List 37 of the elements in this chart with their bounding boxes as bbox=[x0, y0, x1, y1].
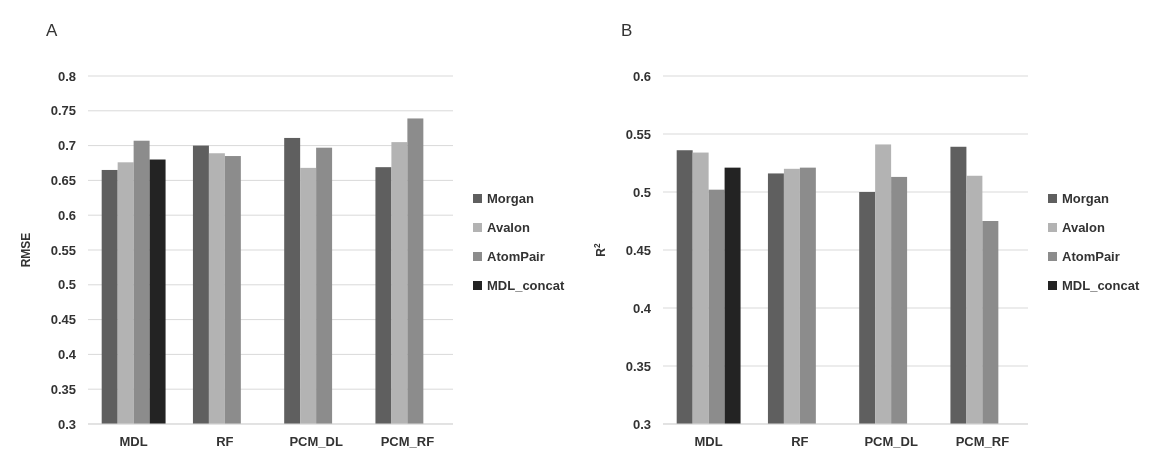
y-tick-label: 0.4 bbox=[57, 346, 77, 362]
y-tick-label: 0.65 bbox=[50, 172, 76, 188]
legend-label: Avalon bbox=[1062, 220, 1105, 235]
y-tick-label: 0.5 bbox=[57, 277, 76, 293]
y-tick-label: 0.35 bbox=[50, 381, 76, 397]
x-tick-label: MDL bbox=[119, 434, 148, 449]
y-tick-label: 0.6 bbox=[57, 207, 76, 223]
x-tick-label: PCM_DL bbox=[289, 434, 343, 449]
y-tick-label: 0.55 bbox=[625, 126, 651, 142]
y-tick-label: 0.3 bbox=[57, 416, 76, 432]
y-tick-label: 0.75 bbox=[50, 103, 76, 119]
chart-title: B bbox=[621, 21, 633, 40]
y-tick-label: 0.55 bbox=[50, 242, 76, 258]
x-tick-label: PCM_DL bbox=[864, 434, 918, 449]
y-tick-label: 0.4 bbox=[632, 300, 652, 316]
x-tick-label: MDL bbox=[694, 434, 723, 449]
x-tick-label: PCM_RF bbox=[380, 434, 435, 449]
legend-label: MDL_concat bbox=[487, 278, 565, 293]
x-tick-label: PCM_RF bbox=[955, 434, 1010, 449]
y-tick-label: 0.5 bbox=[632, 184, 651, 200]
y-axis-title: RMSE bbox=[19, 232, 33, 268]
legend-label: Avalon bbox=[487, 220, 530, 235]
legend-label: AtomPair bbox=[487, 249, 545, 264]
chart-title: A bbox=[46, 21, 58, 40]
x-tick-label: RF bbox=[216, 434, 234, 449]
y-tick-label: 0.45 bbox=[50, 312, 76, 328]
y-tick-label: 0.7 bbox=[57, 138, 76, 154]
y-tick-label: 0.45 bbox=[625, 242, 651, 258]
legend-label: Morgan bbox=[1062, 191, 1109, 206]
legend-label: Morgan bbox=[487, 191, 534, 206]
x-tick-label: RF bbox=[791, 434, 809, 449]
y-tick-label: 0.8 bbox=[57, 68, 76, 84]
legend-label: AtomPair bbox=[1062, 249, 1120, 264]
legend-label: MDL_concat bbox=[1062, 278, 1140, 293]
y-tick-label: 0.6 bbox=[632, 68, 651, 84]
y-tick-label: 0.35 bbox=[625, 358, 651, 374]
y-tick-label: 0.3 bbox=[632, 416, 651, 432]
